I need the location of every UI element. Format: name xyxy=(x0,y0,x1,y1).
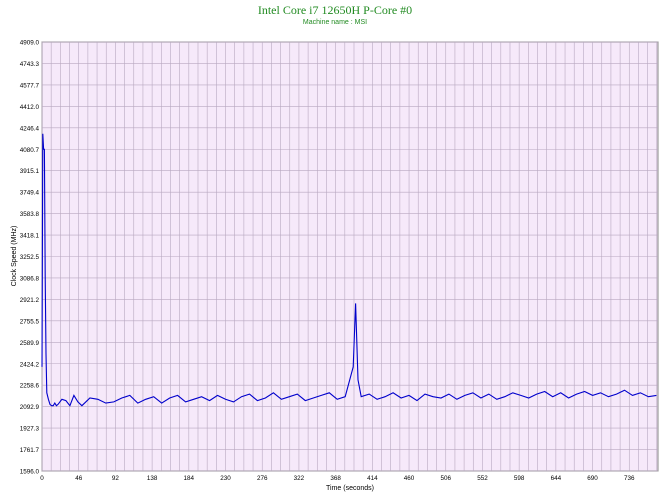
y-tick-label: 1927.3 xyxy=(20,426,40,433)
x-tick-label: 0 xyxy=(40,475,44,482)
x-tick-label: 276 xyxy=(257,475,268,482)
x-tick-label: 368 xyxy=(330,475,341,482)
x-tick-label: 230 xyxy=(220,475,231,482)
x-tick-label: 552 xyxy=(477,475,488,482)
y-tick-label: 2424.2 xyxy=(20,361,40,368)
x-tick-label: 46 xyxy=(75,475,83,482)
y-axis-label: Clock Speed (MHz) xyxy=(11,226,18,287)
y-tick-label: 3418.1 xyxy=(20,233,40,240)
chart-title: Intel Core i7 12650H P-Core #0 xyxy=(257,3,413,17)
y-tick-label: 1761.7 xyxy=(20,447,40,454)
y-tick-label: 2755.5 xyxy=(20,318,40,325)
x-tick-label: 460 xyxy=(404,475,415,482)
x-tick-label: 414 xyxy=(367,475,378,482)
x-axis-label: Time (seconds) xyxy=(326,485,374,492)
x-tick-label: 92 xyxy=(112,475,120,482)
x-tick-label: 138 xyxy=(147,475,158,482)
y-tick-label: 2921.2 xyxy=(20,297,40,304)
x-tick-label: 598 xyxy=(514,475,525,482)
x-tick-label: 322 xyxy=(294,475,305,482)
y-tick-label: 3086.8 xyxy=(20,275,40,282)
y-tick-label: 3252.5 xyxy=(20,254,40,261)
grid-lines xyxy=(41,41,658,472)
y-tick-label: 2092.9 xyxy=(20,404,40,411)
y-tick-label: 4743.3 xyxy=(20,61,40,68)
x-tick-label: 736 xyxy=(624,475,635,482)
y-tick-label: 4909.0 xyxy=(20,40,40,47)
y-tick-label: 4080.7 xyxy=(20,147,40,154)
chart-subtitle: Machine name : MSI xyxy=(302,19,368,26)
x-tick-labels: 0 46 92 138 184 230 276 322 368 414 460 506 552 598 64… xyxy=(40,475,635,482)
y-tick-label: 3915.1 xyxy=(20,168,40,175)
y-tick-label: 3583.8 xyxy=(20,211,40,218)
series-line xyxy=(41,133,657,407)
y-tick-label: 1596.0 xyxy=(20,469,40,476)
y-tick-label: 2258.6 xyxy=(20,383,40,390)
x-tick-label: 690 xyxy=(587,475,598,482)
x-tick-label: 644 xyxy=(551,475,562,482)
x-tick-label: 184 xyxy=(184,475,195,482)
y-tick-label: 4412.0 xyxy=(20,104,40,111)
x-tick-label: 506 xyxy=(440,475,451,482)
y-tick-label: 3749.4 xyxy=(20,190,40,197)
y-tick-label: 4577.7 xyxy=(20,82,40,89)
y-tick-label: 2589.9 xyxy=(20,340,40,347)
y-tick-labels: 1596.0 1761.7 1927.3 2092.9 2258.6 2424.2 2589… xyxy=(20,40,40,476)
y-tick-label: 4246.4 xyxy=(20,125,40,132)
